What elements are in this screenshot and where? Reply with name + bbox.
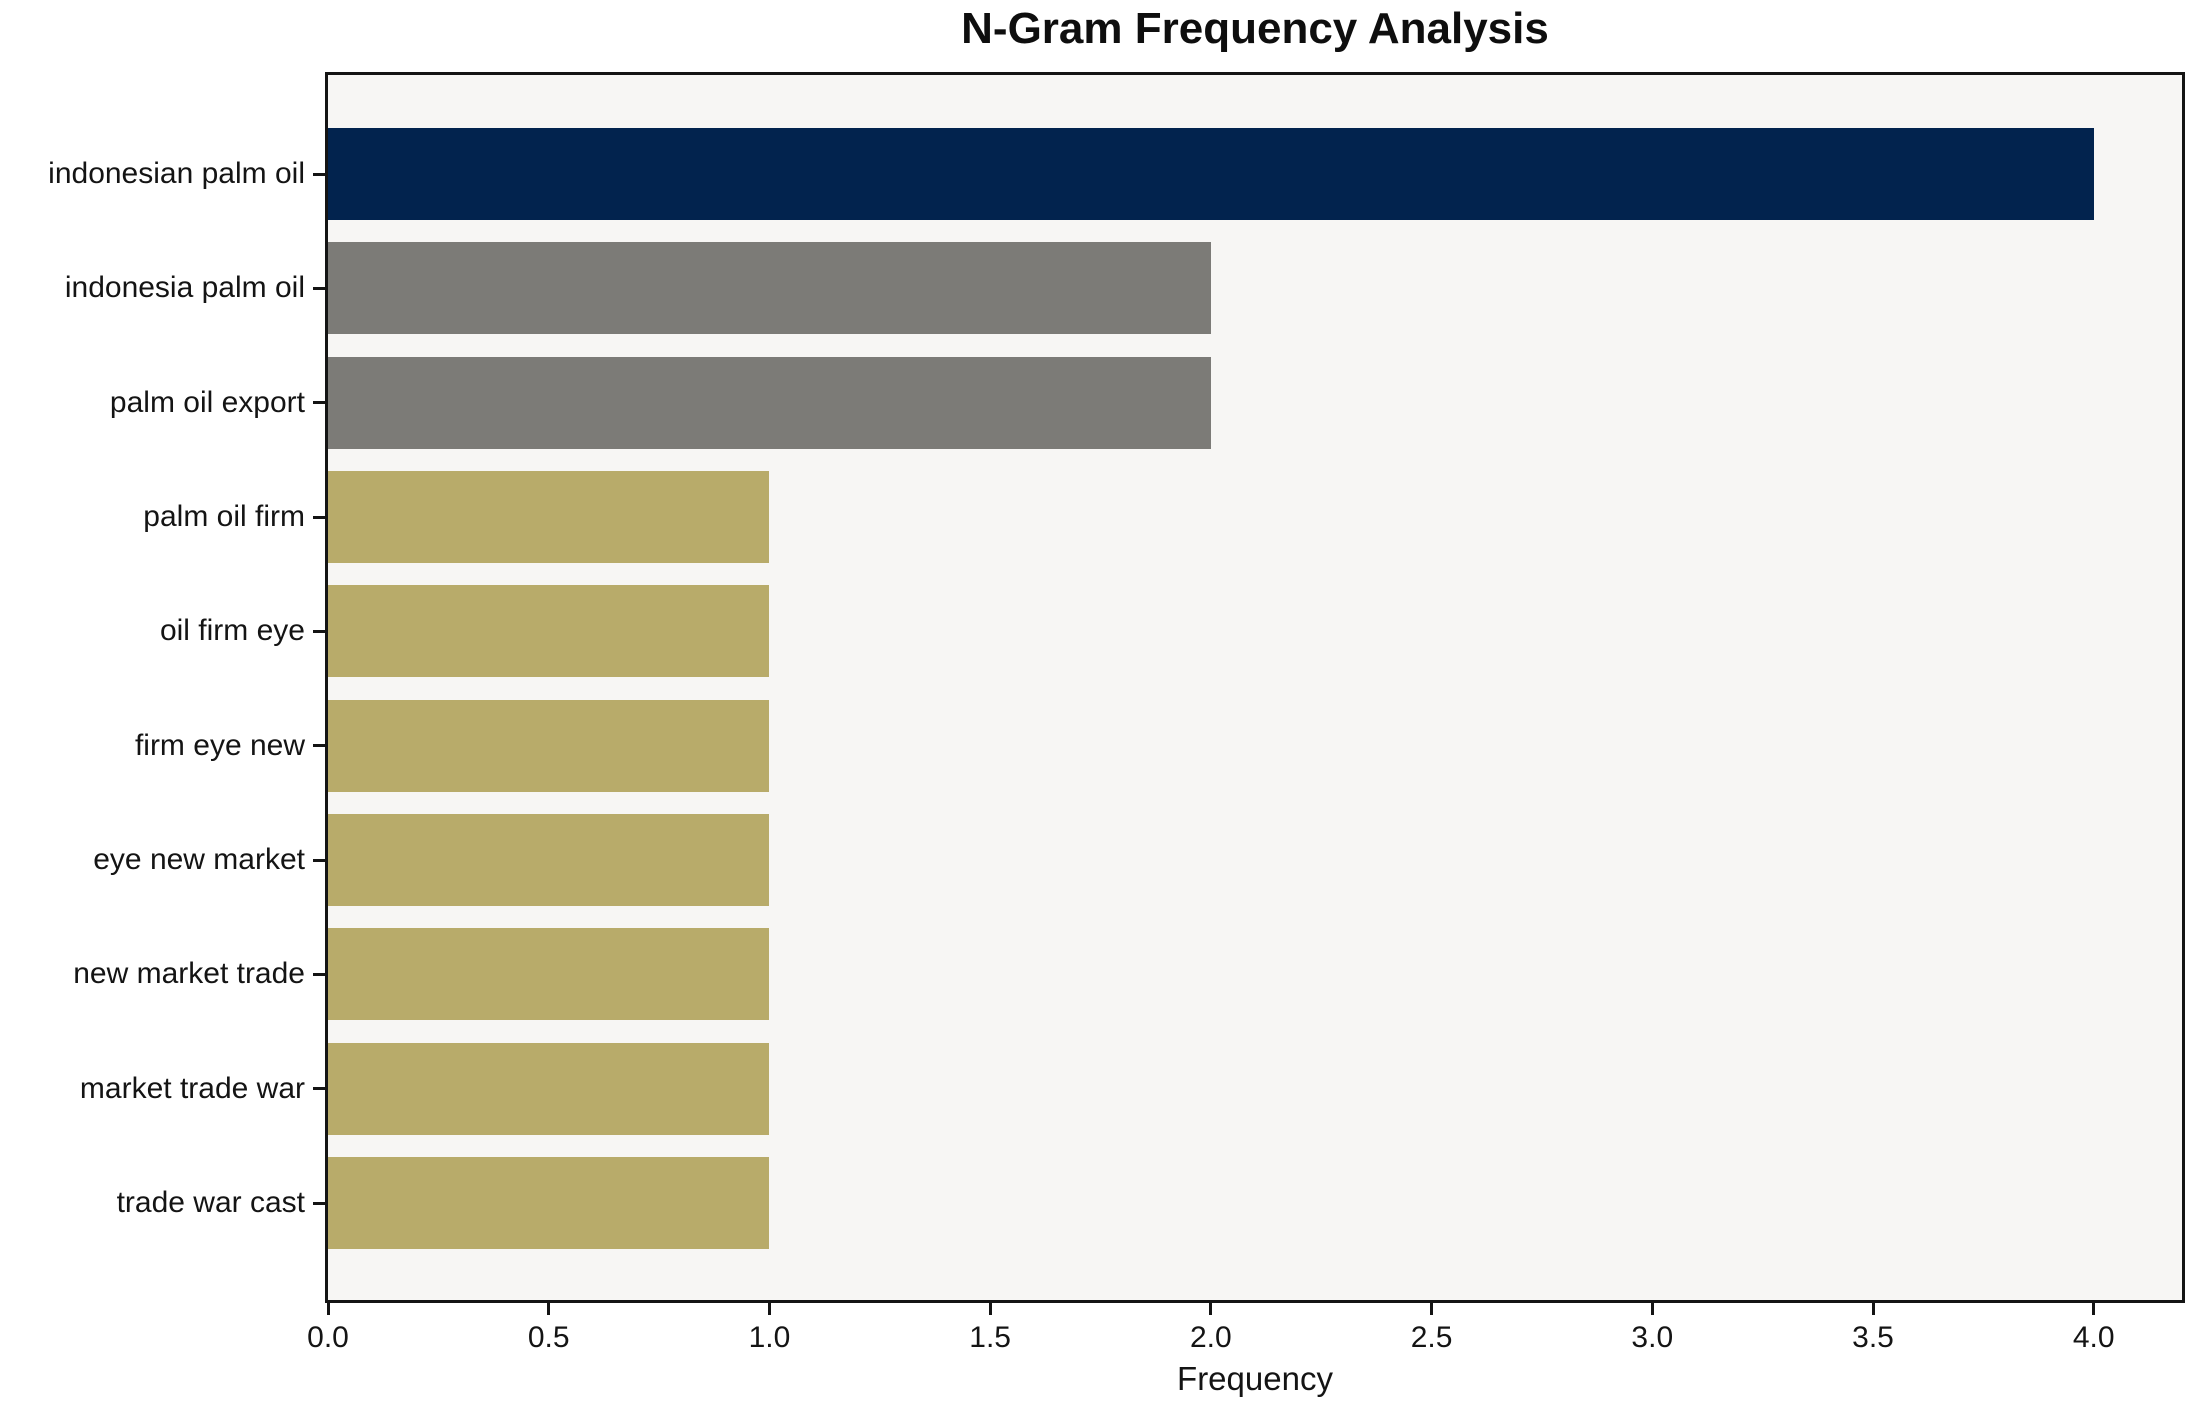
x-tick <box>1209 1303 1213 1315</box>
x-axis-label: Frequency <box>1177 1360 1333 1397</box>
bar <box>328 128 2094 220</box>
x-tick <box>767 1303 771 1315</box>
bar <box>328 928 770 1021</box>
y-tick-label: indonesia palm oil <box>64 271 305 305</box>
y-tick-label: palm oil firm <box>143 500 305 533</box>
y-tick <box>313 286 325 290</box>
y-tick-label: palm oil export <box>109 385 305 419</box>
x-tick-label: 0.5 <box>527 1321 570 1354</box>
y-tick-label: indonesian palm oil <box>48 157 305 190</box>
y-tick <box>313 515 325 519</box>
bar <box>328 1042 770 1135</box>
chart-title: N-Gram Frequency Analysis <box>961 4 1549 53</box>
x-tick <box>1650 1303 1654 1315</box>
x-tick <box>1430 1303 1434 1315</box>
y-tick <box>313 401 325 405</box>
plot-area <box>325 72 2185 1303</box>
y-tick <box>313 629 325 633</box>
bar <box>328 1157 770 1249</box>
y-tick <box>313 744 325 748</box>
x-tick-label: 1.5 <box>969 1321 1011 1354</box>
x-tick <box>988 1303 992 1315</box>
bar <box>328 585 770 678</box>
y-tick-label: eye new market <box>93 843 305 876</box>
y-tick <box>313 1201 325 1205</box>
y-tick <box>313 1087 325 1091</box>
y-tick-label: oil firm eye <box>159 614 305 648</box>
y-tick-label: market trade war <box>79 1071 305 1105</box>
y-tick <box>313 172 325 176</box>
y-tick <box>313 972 325 976</box>
x-tick-label: 3.5 <box>1852 1321 1894 1354</box>
y-tick-label: firm eye new <box>134 728 305 762</box>
x-tick-label: 2.0 <box>1189 1321 1232 1354</box>
x-tick-label: 2.5 <box>1410 1321 1453 1354</box>
bar <box>328 356 1211 449</box>
y-tick-label: new market trade <box>73 957 305 991</box>
bar <box>328 471 770 563</box>
x-tick-label: 3.0 <box>1631 1321 1674 1354</box>
x-tick <box>1871 1303 1875 1315</box>
x-tick-label: 1.0 <box>748 1321 791 1354</box>
x-tick <box>2092 1303 2096 1315</box>
x-tick-label: 4.0 <box>2072 1321 2115 1354</box>
bar <box>328 242 1211 335</box>
bar <box>328 814 770 906</box>
x-tick <box>326 1303 330 1315</box>
y-tick-label: trade war cast <box>116 1186 305 1219</box>
bar <box>328 699 770 792</box>
x-tick-label: 0.0 <box>307 1321 349 1354</box>
y-tick <box>313 858 325 862</box>
x-tick <box>547 1303 551 1315</box>
